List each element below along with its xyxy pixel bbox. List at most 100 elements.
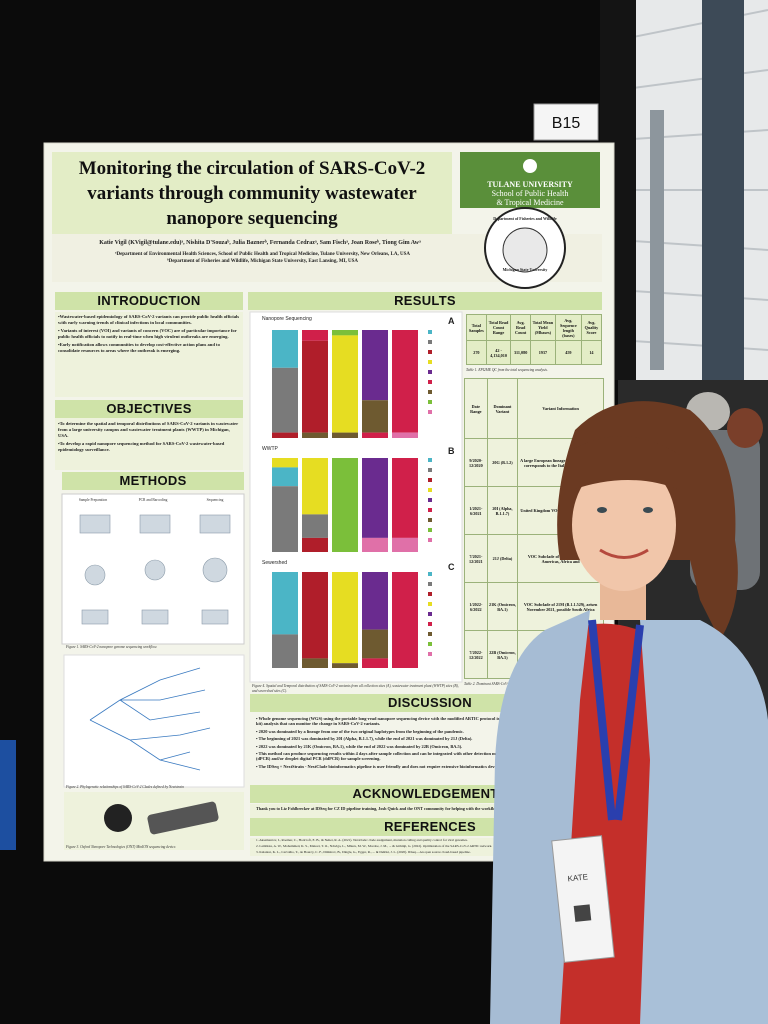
bar-segment	[428, 538, 432, 542]
bar-segment	[362, 330, 388, 401]
discussion-text: • Whole genome sequencing (WGS) using th…	[256, 716, 606, 771]
objectives-text: •To determine the spatial and temporal d…	[58, 421, 240, 455]
panel-label: Sewershed	[262, 560, 288, 566]
method-step: PCR and Barcoding	[138, 498, 168, 502]
references-text: 1. Aksamentov, I., Roemer, C., Hodcroft,…	[256, 838, 606, 856]
section-heading: METHODS	[62, 472, 244, 490]
bar-segment	[428, 572, 432, 576]
minion-device	[147, 801, 219, 835]
bar-segment	[272, 367, 298, 433]
logo-line: Michigan State University	[502, 267, 548, 272]
virus-icon	[104, 804, 132, 832]
table-cell: 20I (Alpha, B.1.1.7)	[486, 486, 519, 535]
method-step: Sequencing	[206, 498, 224, 502]
window-frame	[650, 110, 664, 370]
table-cell: 20G (B.1.2)	[486, 438, 519, 487]
badge-name: KATE	[567, 872, 588, 883]
table-cell: 7/2022-12/2022	[464, 630, 488, 679]
panel-letter: B	[448, 446, 455, 456]
table-cell: 311,080	[510, 340, 531, 365]
intro-box	[55, 312, 243, 397]
face	[572, 459, 676, 591]
bar-segment	[428, 468, 432, 472]
bar-segment	[428, 602, 432, 606]
bar-segment	[332, 432, 358, 438]
bullet: 2. Lambisia, A. W., Mohammed, K. S., Mak…	[256, 844, 493, 848]
booth-number: B15	[552, 115, 581, 132]
msu-seal-inner	[502, 227, 548, 273]
table-cell: 7/2021-12/2021	[464, 534, 488, 583]
bar-segment	[428, 498, 432, 502]
qc-table: Total Samples Total Read Count Range Avg. …	[466, 314, 603, 365]
figure-caption: Figure 4. Spatial and Temporal distribut…	[252, 684, 459, 693]
bar-segment	[428, 478, 432, 482]
bar-segment	[302, 572, 328, 659]
table1: Total Samples Total Read Count Range Avg. …	[466, 314, 603, 373]
bar-segment	[428, 612, 432, 616]
bar-segment	[272, 634, 298, 668]
bar-segment	[272, 486, 298, 552]
table-row: 270 42 - 4,134,010 311,080 1937 459 14	[466, 340, 603, 365]
badge-qr	[573, 904, 592, 922]
title-line: variants through community wastewater	[87, 183, 417, 204]
bar-segment	[428, 410, 432, 414]
bar-segment	[332, 335, 358, 433]
table-cell: 21J (Delta)	[486, 534, 519, 583]
title-line: nanopore sequencing	[166, 208, 338, 229]
bar-segment	[392, 432, 418, 438]
bar-segment	[332, 572, 358, 664]
bullet: 3. Kalantar, K. L., Carvalho, T., de Bou…	[256, 850, 471, 854]
bar-segment	[272, 458, 298, 468]
bullet: • Whole genome sequencing (WGS) using th…	[256, 716, 605, 727]
table-cell: 21K (Omicron, BA.1)	[486, 582, 519, 631]
panel-letter: C	[448, 562, 455, 572]
bar-segment	[392, 458, 418, 538]
panel-letter: A	[448, 316, 455, 326]
bar-segment	[428, 508, 432, 512]
smile	[599, 548, 649, 559]
msu-logo: Department of Fisheries and Wildlife Mic…	[488, 216, 562, 272]
bar-segment	[362, 629, 388, 659]
bar-segment	[428, 390, 432, 394]
table-cell: Avg. Quality Score	[580, 314, 603, 341]
bar-segment	[362, 658, 388, 668]
table-cell: 14	[580, 340, 603, 365]
bar-segment	[272, 467, 298, 487]
bar-segment	[272, 330, 298, 368]
bar-segment	[428, 592, 432, 596]
bar-segment	[428, 528, 432, 532]
bullet: • The beginning of 2021 was dominated by…	[256, 736, 473, 742]
bangs	[572, 436, 680, 490]
side-sign	[0, 740, 16, 850]
authors: Katie Vigil (KVigil@tulane.edu)ᵃ, Nishit…	[99, 240, 421, 246]
ack-text: Thank you to Liz Fohlbrecker at IDSeq fo…	[256, 806, 524, 811]
background-person-head	[727, 408, 763, 448]
objectives-box	[55, 418, 243, 470]
bullet: 1. Aksamentov, I., Roemer, C., Hodcroft,…	[256, 838, 468, 842]
bar-segment	[332, 458, 358, 552]
bar-segment	[362, 572, 388, 630]
figure-caption: Figure 1. SARS-CoV-2 nanopore genome seq…	[66, 645, 158, 649]
figure-caption: Figure 3. Oxford Nanopore Technologies (…	[66, 845, 177, 849]
logo-line: TULANE UNIVERSITY	[487, 180, 573, 189]
tulane-logo: TULANE UNIVERSITY School of Public Healt…	[460, 180, 600, 207]
intro-text: •Wastewater-based epidemiology of SARS-C…	[58, 314, 240, 356]
phylogeny-figure	[63, 654, 245, 788]
lanyard	[588, 619, 644, 821]
affiliation: ᵇDepartment of Fisheries and Wildlife, M…	[166, 258, 359, 264]
title-box	[52, 152, 452, 234]
tulane-shield	[523, 159, 537, 173]
bar-segment	[302, 537, 328, 552]
bullet: •To develop a rapid nanopore sequencing …	[58, 441, 225, 452]
title-line: Monitoring the circulation of SARS-CoV-2	[78, 158, 426, 179]
bar-segment	[428, 652, 432, 656]
bar-segment	[428, 518, 432, 522]
panel-label: WWTP	[262, 446, 278, 452]
bar-segment	[362, 432, 388, 438]
phylogeny-tree	[89, 667, 211, 771]
affiliations: ᵃDepartment of Environmental Health Scie…	[60, 252, 465, 265]
bar-segment	[302, 658, 328, 668]
bar-segment	[428, 400, 432, 404]
section-heading: OBJECTIVES	[55, 400, 243, 418]
table-cell: Total Read Count Range	[485, 314, 512, 341]
